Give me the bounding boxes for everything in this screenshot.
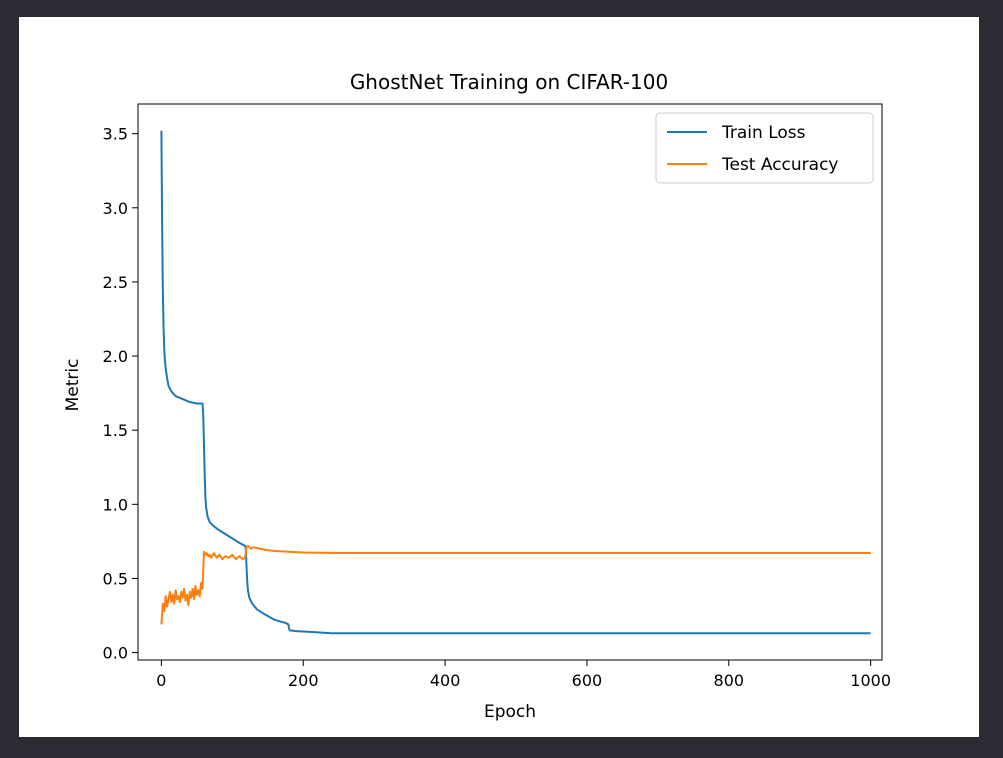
legend: Train Loss Test Accuracy: [655, 112, 874, 184]
plot-frame: [137, 103, 883, 661]
series-line-test-accuracy: [160, 544, 871, 625]
y-tick-label: 0.0: [103, 644, 128, 663]
x-tick-label: 200: [288, 671, 319, 690]
x-tick-label: 600: [572, 671, 603, 690]
x-tick-label: 0: [156, 671, 166, 690]
figure-canvas: GhostNet Training on CIFAR-100 Epoch Met…: [19, 17, 979, 737]
y-tick-label: 2.5: [103, 273, 128, 292]
y-tick-label: 0.5: [103, 569, 128, 588]
legend-label-train-loss: Train Loss: [721, 123, 806, 143]
x-axis-label: Epoch: [484, 702, 536, 722]
x-tick-label: 800: [714, 671, 745, 690]
x-axis: 0 200 400 600 800 1000: [156, 660, 891, 690]
line-chart: GhostNet Training on CIFAR-100 Epoch Met…: [63, 70, 891, 722]
x-tick-label: 400: [430, 671, 461, 690]
series-line-train-loss: [160, 130, 871, 635]
y-tick-label: 1.5: [103, 421, 128, 440]
y-axis: 0.0 0.5 1.0 1.5 2.0 2.5 3.0 3.5: [103, 125, 138, 663]
series-layer: [160, 130, 871, 635]
y-tick-label: 1.0: [103, 495, 128, 514]
chart-title: GhostNet Training on CIFAR-100: [350, 70, 668, 94]
legend-box: [655, 112, 874, 184]
y-tick-label: 2.0: [103, 347, 128, 366]
x-tick-label: 1000: [850, 671, 891, 690]
y-axis-label: Metric: [63, 359, 83, 412]
y-tick-label: 3.5: [103, 125, 128, 144]
legend-label-test-accuracy: Test Accuracy: [721, 155, 839, 175]
y-tick-label: 3.0: [103, 199, 128, 218]
